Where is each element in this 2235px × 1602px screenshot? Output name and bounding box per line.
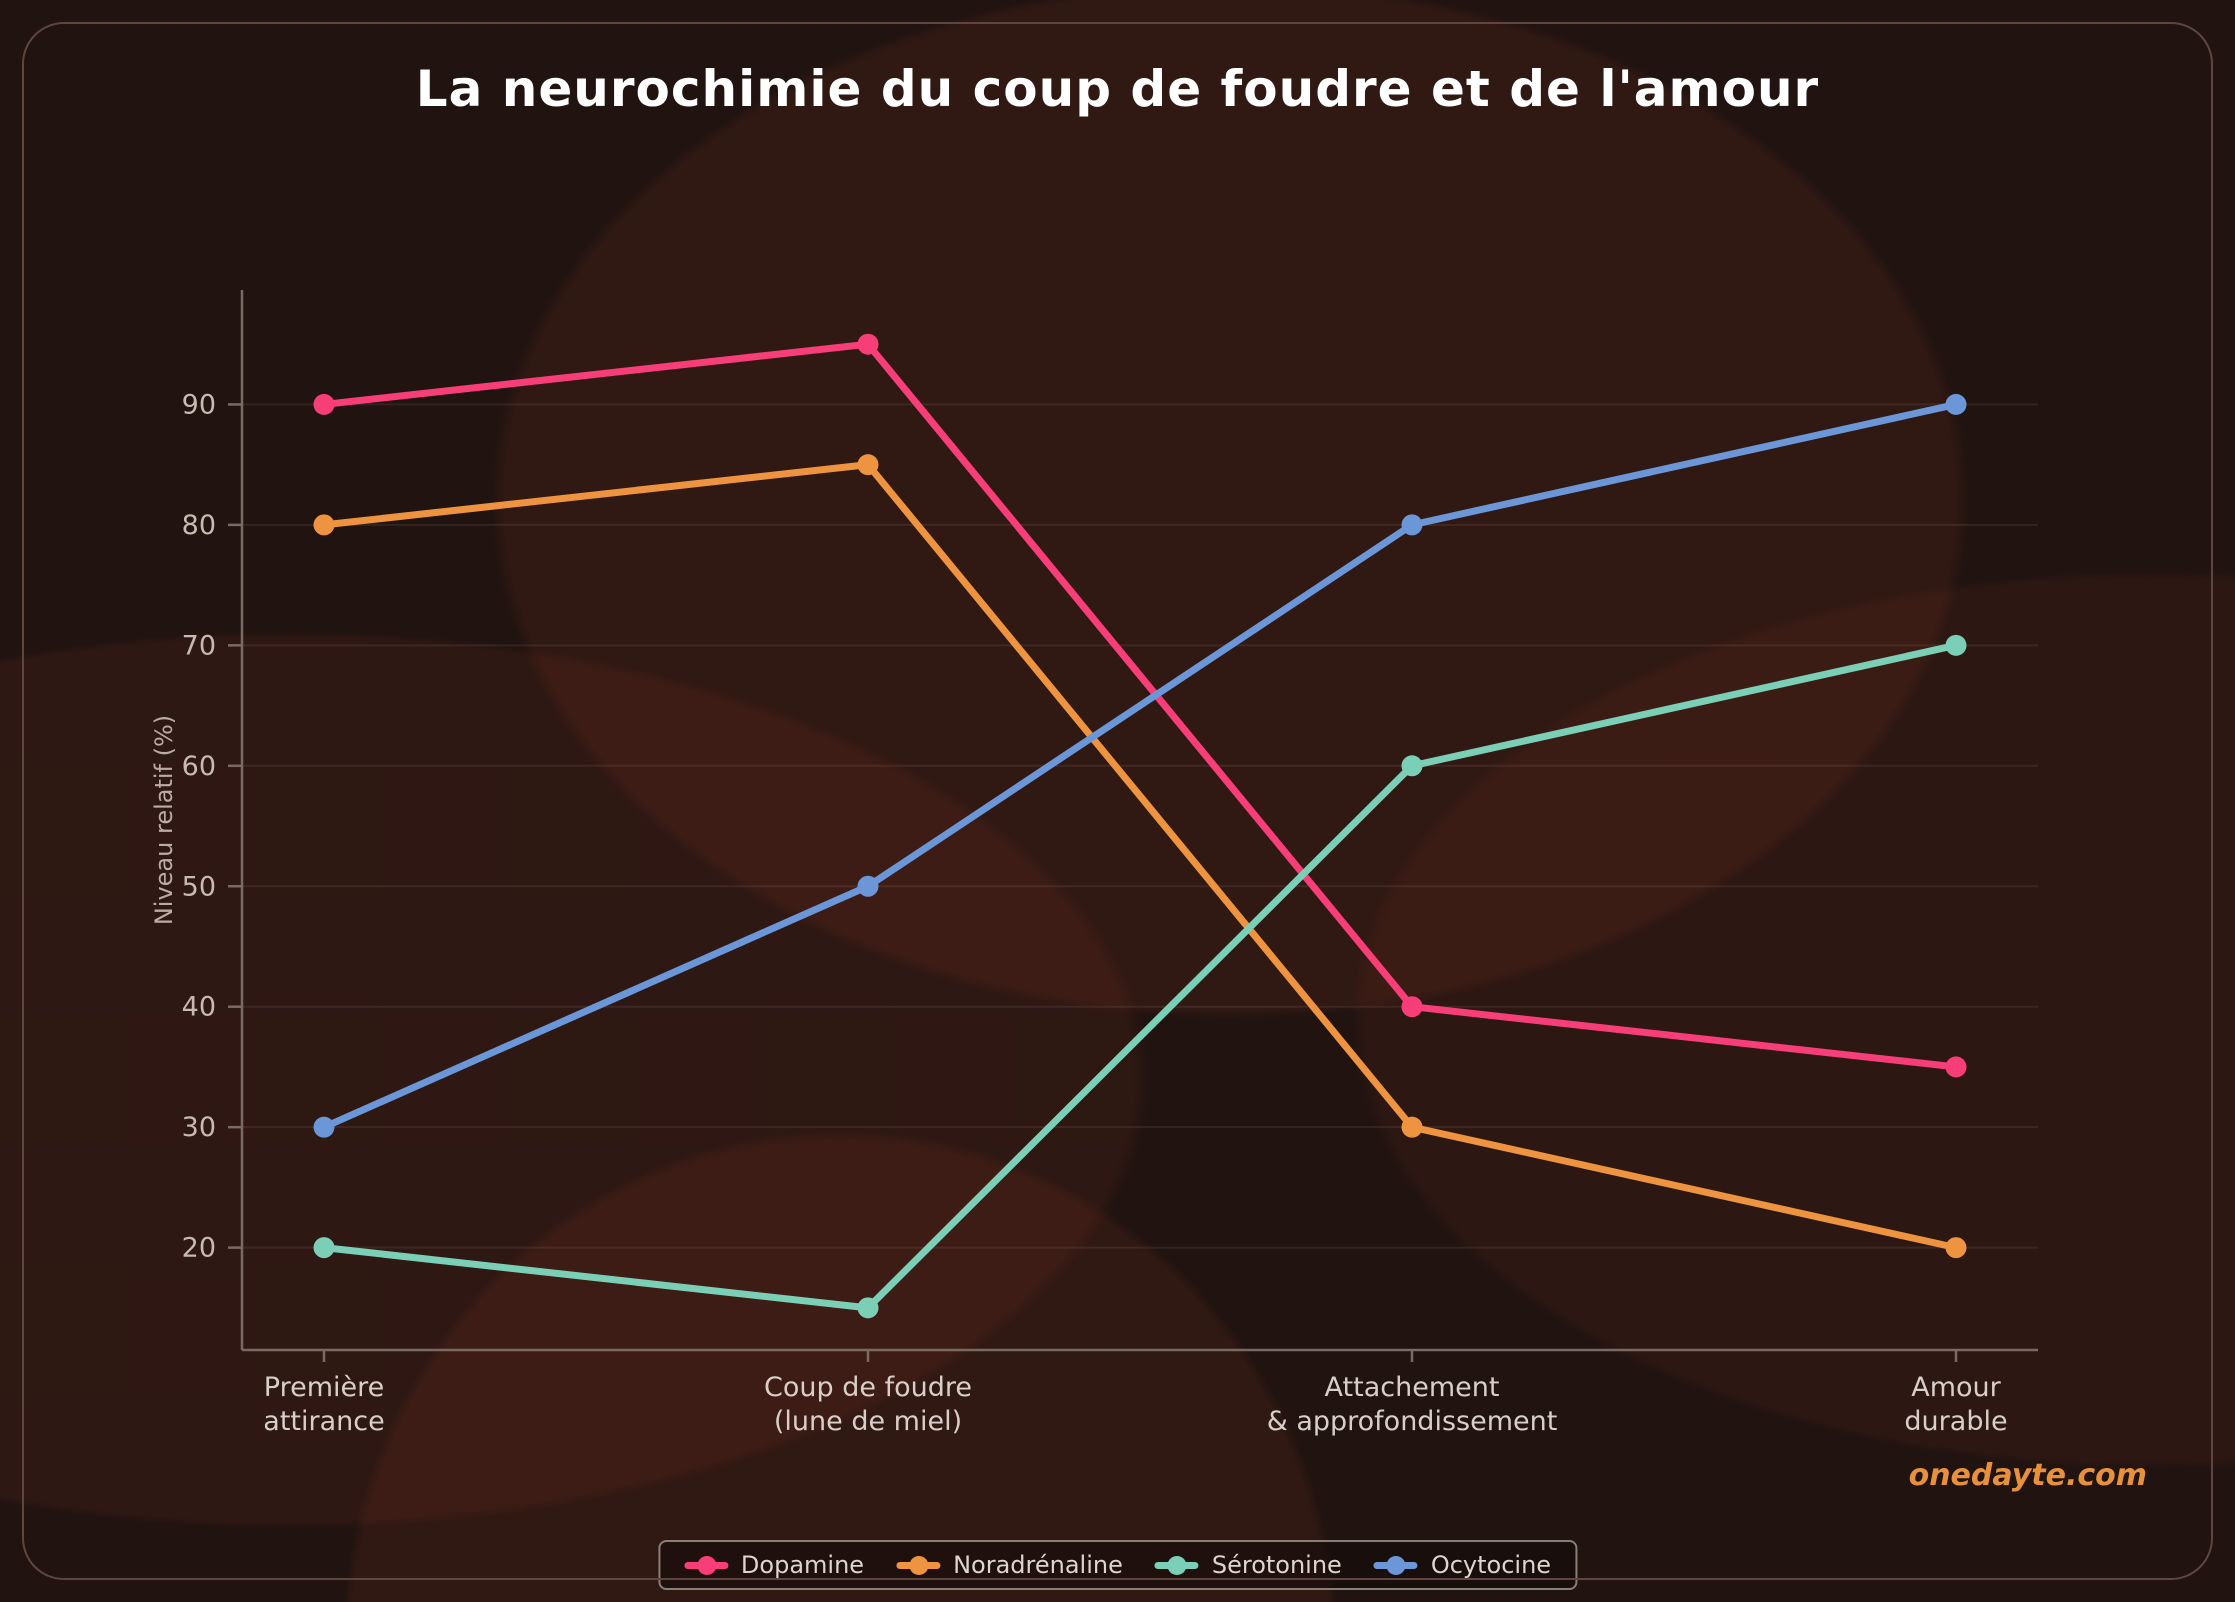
y-tick-label: 80 [182, 510, 216, 541]
legend-label-ocytocine: Ocytocine [1430, 1551, 1552, 1579]
data-point [857, 875, 879, 897]
y-axis-label: Niveau relatif (%) [150, 715, 178, 925]
data-point [1945, 1056, 1967, 1078]
data-point [313, 514, 335, 536]
ocytocine-line-marker-icon [1373, 1555, 1418, 1575]
data-point [1945, 634, 1967, 656]
series-line-3 [320, 400, 1960, 1131]
dopamine-line-marker-icon [683, 1555, 728, 1575]
y-tick-label: 50 [182, 871, 216, 902]
legend: Dopamine Noradrénaline Sérotonine Ocytoc… [657, 1540, 1578, 1590]
data-point [1945, 1237, 1967, 1259]
data-point [1401, 1116, 1423, 1138]
data-point [1401, 996, 1423, 1018]
watermark: onedayte.com [1908, 1458, 2147, 1493]
x-tick-label: durable [1904, 1406, 2007, 1437]
y-tick-label: 60 [182, 751, 216, 782]
data-point [857, 454, 879, 476]
y-tick-label: 70 [182, 630, 216, 661]
y-tick-label: 40 [182, 992, 216, 1023]
y-tick-label: 30 [182, 1112, 216, 1143]
x-tick-label: attirance [263, 1406, 384, 1437]
data-point [1401, 755, 1423, 777]
x-tick-label: Coup de foudre [764, 1372, 972, 1403]
data-point [1945, 393, 1967, 415]
noradrenaline-line-marker-icon [896, 1555, 941, 1575]
chart-title: La neurochimie du coup de foudre et de l… [415, 60, 1820, 118]
legend-item-serotonine: Sérotonine [1154, 1551, 1342, 1579]
y-tick-label: 90 [182, 389, 216, 420]
legend-item-noradrenaline: Noradrénaline [896, 1551, 1123, 1579]
x-tick-label: Amour [1911, 1372, 2001, 1403]
legend-item-dopamine: Dopamine [683, 1551, 865, 1579]
y-tick-label: 20 [182, 1233, 216, 1264]
legend-label-noradrenaline: Noradrénaline [953, 1551, 1123, 1579]
data-point [857, 1297, 879, 1319]
x-tick-label: & approfondissement [1267, 1406, 1558, 1437]
serotonine-line-marker-icon [1154, 1555, 1199, 1575]
x-tick-label: Première [264, 1372, 384, 1403]
data-point [857, 333, 879, 355]
series-line-0 [320, 340, 1960, 1071]
data-point [1401, 514, 1423, 536]
x-tick-label: Attachement [1325, 1372, 1500, 1403]
legend-item-ocytocine: Ocytocine [1373, 1551, 1552, 1579]
series-line-2 [320, 641, 1960, 1312]
x-tick-label: (lune de miel) [774, 1406, 962, 1437]
legend-label-serotonine: Sérotonine [1211, 1551, 1342, 1579]
data-point [313, 1116, 335, 1138]
series-line-1 [320, 461, 1960, 1252]
data-point [313, 1237, 335, 1259]
legend-label-dopamine: Dopamine [740, 1551, 865, 1579]
data-point [313, 393, 335, 415]
